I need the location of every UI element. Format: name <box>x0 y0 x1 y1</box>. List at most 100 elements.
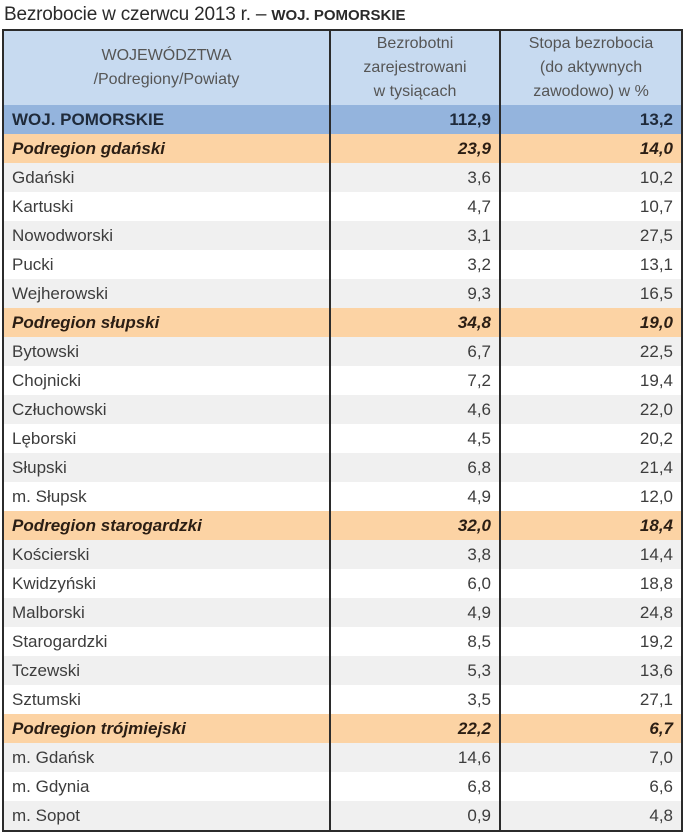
cell-name: Starogardzki <box>2 627 331 656</box>
county-row: Słupski 6,8 21,4 <box>2 453 683 482</box>
cell-rate: 6,6 <box>499 772 683 801</box>
cell-rate: 12,0 <box>499 482 683 511</box>
header-unemployed-line2: zarejestrowani <box>363 59 467 76</box>
cell-unemployed: 6,8 <box>329 772 501 801</box>
cell-unemployed: 34,8 <box>329 308 501 337</box>
cell-unemployed: 6,8 <box>329 453 501 482</box>
header-region-line1: WOJEWÓDZTWA <box>101 47 232 64</box>
unemployment-table: WOJEWÓDZTWA /Podregiony/Powiaty Bezrobot… <box>2 29 683 832</box>
header-unemployed-line1: Bezrobotni <box>376 35 454 52</box>
cell-rate: 7,0 <box>499 743 683 772</box>
cell-name: Sztumski <box>2 685 331 714</box>
county-row: m. Słupsk 4,9 12,0 <box>2 482 683 511</box>
county-row: Kwidzyński 6,0 18,8 <box>2 569 683 598</box>
cell-unemployed: 7,2 <box>329 366 501 395</box>
county-row: Starogardzki 8,5 19,2 <box>2 627 683 656</box>
cell-rate: 14,4 <box>499 540 683 569</box>
cell-rate: 10,7 <box>499 192 683 221</box>
county-row: Tczewski 5,3 13,6 <box>2 656 683 685</box>
table-body: WOJ. POMORSKIE 112,9 13,2 Podregion gdański… <box>2 105 683 831</box>
header-rate: Stopa bezrobocia (do aktywnych zawodowo)… <box>499 30 683 105</box>
voivodeship-row: WOJ. POMORSKIE 112,9 13,2 <box>2 105 683 134</box>
header-region-line2: /Podregiony/Powiaty <box>93 71 240 88</box>
county-row: Pucki 3,2 13,1 <box>2 250 683 279</box>
cell-name: Kwidzyński <box>2 569 331 598</box>
county-row: Bytowski 6,7 22,5 <box>2 337 683 366</box>
cell-rate: 14,0 <box>499 134 683 163</box>
cell-name: Nowodworski <box>2 221 331 250</box>
county-row: Chojnicki 7,2 19,4 <box>2 366 683 395</box>
cell-rate: 13,6 <box>499 656 683 685</box>
cell-rate: 27,5 <box>499 221 683 250</box>
cell-name: Wejherowski <box>2 279 331 308</box>
cell-rate: 19,0 <box>499 308 683 337</box>
subregion-row: Podregion starogardzki 32,0 18,4 <box>2 511 683 540</box>
county-row: Lęborski 4,5 20,2 <box>2 424 683 453</box>
page-title: Bezrobocie w czerwcu 2013 r. – WOJ. POMO… <box>4 2 406 28</box>
cell-unemployed: 22,2 <box>329 714 501 743</box>
header-unemployed: Bezrobotni zarejestrowani w tysiącach <box>329 30 501 105</box>
cell-name: Podregion słupski <box>2 308 331 337</box>
cell-rate: 20,2 <box>499 424 683 453</box>
cell-name: m. Sopot <box>2 801 331 831</box>
cell-name: WOJ. POMORSKIE <box>2 105 331 134</box>
subregion-row: Podregion słupski 34,8 19,0 <box>2 308 683 337</box>
county-row: m. Sopot 0,9 4,8 <box>2 801 683 831</box>
cell-rate: 16,5 <box>499 279 683 308</box>
cell-name: Tczewski <box>2 656 331 685</box>
header-region: WOJEWÓDZTWA /Podregiony/Powiaty <box>2 30 331 105</box>
cell-unemployed: 3,5 <box>329 685 501 714</box>
cell-name: Chojnicki <box>2 366 331 395</box>
cell-name: Lęborski <box>2 424 331 453</box>
title-region: WOJ. POMORSKIE <box>271 7 406 24</box>
title-main: Bezrobocie w czerwcu 2013 r. – <box>4 4 272 25</box>
cell-unemployed: 23,9 <box>329 134 501 163</box>
county-row: m. Gdańsk 14,6 7,0 <box>2 743 683 772</box>
cell-name: m. Słupsk <box>2 482 331 511</box>
cell-rate: 13,2 <box>499 105 683 134</box>
cell-name: Słupski <box>2 453 331 482</box>
cell-name: Pucki <box>2 250 331 279</box>
cell-rate: 24,8 <box>499 598 683 627</box>
cell-rate: 21,4 <box>499 453 683 482</box>
cell-name: Kartuski <box>2 192 331 221</box>
county-row: Kartuski 4,7 10,7 <box>2 192 683 221</box>
cell-unemployed: 14,6 <box>329 743 501 772</box>
cell-rate: 6,7 <box>499 714 683 743</box>
cell-rate: 19,4 <box>499 366 683 395</box>
cell-rate: 4,8 <box>499 801 683 831</box>
header-unemployed-line3: w tysiącach <box>373 83 457 100</box>
cell-unemployed: 4,7 <box>329 192 501 221</box>
cell-name: m. Gdynia <box>2 772 331 801</box>
cell-name: Bytowski <box>2 337 331 366</box>
cell-unemployed: 4,9 <box>329 598 501 627</box>
cell-unemployed: 32,0 <box>329 511 501 540</box>
cell-rate: 13,1 <box>499 250 683 279</box>
county-row: Nowodworski 3,1 27,5 <box>2 221 683 250</box>
table-header-row: WOJEWÓDZTWA /Podregiony/Powiaty Bezrobot… <box>2 30 683 105</box>
cell-unemployed: 6,7 <box>329 337 501 366</box>
cell-unemployed: 4,6 <box>329 395 501 424</box>
county-row: Człuchowski 4,6 22,0 <box>2 395 683 424</box>
cell-rate: 22,0 <box>499 395 683 424</box>
cell-name: m. Gdańsk <box>2 743 331 772</box>
county-row: m. Gdynia 6,8 6,6 <box>2 772 683 801</box>
county-row: Sztumski 3,5 27,1 <box>2 685 683 714</box>
cell-name: Podregion gdański <box>2 134 331 163</box>
header-rate-line1: Stopa bezrobocia <box>528 35 654 52</box>
cell-unemployed: 6,0 <box>329 569 501 598</box>
cell-unemployed: 112,9 <box>329 105 501 134</box>
header-rate-line3: zawodowo) w % <box>533 83 649 100</box>
cell-unemployed: 8,5 <box>329 627 501 656</box>
cell-rate: 10,2 <box>499 163 683 192</box>
cell-name: Człuchowski <box>2 395 331 424</box>
cell-name: Podregion trójmiejski <box>2 714 331 743</box>
cell-unemployed: 3,1 <box>329 221 501 250</box>
county-row: Kościerski 3,8 14,4 <box>2 540 683 569</box>
cell-rate: 18,8 <box>499 569 683 598</box>
cell-name: Kościerski <box>2 540 331 569</box>
cell-unemployed: 4,5 <box>329 424 501 453</box>
cell-name: Malborski <box>2 598 331 627</box>
cell-name: Gdański <box>2 163 331 192</box>
header-rate-line2: (do aktywnych <box>539 59 643 76</box>
